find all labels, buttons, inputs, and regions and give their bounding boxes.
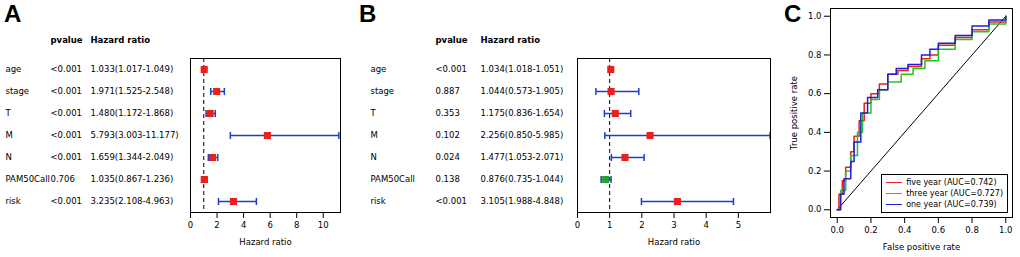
svg-text:1.659(1.344-2.049): 1.659(1.344-2.049) xyxy=(91,152,174,162)
svg-text:8: 8 xyxy=(294,220,299,230)
svg-text:1.035(0.867-1.236): 1.035(0.867-1.236) xyxy=(91,174,174,184)
svg-text:risk: risk xyxy=(6,196,21,206)
svg-text:M: M xyxy=(371,130,378,140)
svg-text:N: N xyxy=(6,152,12,162)
html-text:five year (AUC=0.742): five year (AUC=0.742) xyxy=(906,178,997,187)
svg-text:0.0: 0.0 xyxy=(808,204,822,214)
svg-text:5.793(3.003-11.177): 5.793(3.003-11.177) xyxy=(91,130,179,140)
svg-text:1.0: 1.0 xyxy=(999,225,1013,235)
svg-text:0.024: 0.024 xyxy=(436,152,460,162)
html-text:C: C xyxy=(784,0,802,27)
svg-text:PAM50Call: PAM50Call xyxy=(6,174,50,184)
svg-text:T: T xyxy=(370,108,377,118)
svg-text:0.887: 0.887 xyxy=(436,86,460,96)
svg-text:stage: stage xyxy=(6,86,30,96)
svg-text:0.4: 0.4 xyxy=(808,127,822,137)
svg-text:1.175(0.836-1.654): 1.175(0.836-1.654) xyxy=(481,108,564,118)
svg-text:False positive rate: False positive rate xyxy=(883,242,960,252)
svg-text:N: N xyxy=(371,152,377,162)
svg-text:Hazard ratio: Hazard ratio xyxy=(91,35,151,45)
svg-text:<0.001: <0.001 xyxy=(51,108,82,118)
svg-text:Hazard ratio: Hazard ratio xyxy=(648,237,700,247)
svg-text:stage: stage xyxy=(371,86,395,96)
svg-text:<0.001: <0.001 xyxy=(436,196,467,206)
svg-text:0.8: 0.8 xyxy=(965,225,979,235)
svg-text:3.235(2.108-4.963): 3.235(2.108-4.963) xyxy=(91,196,174,206)
svg-text:1.971(1.525-2.548): 1.971(1.525-2.548) xyxy=(91,86,174,96)
svg-text:Hazard ratio: Hazard ratio xyxy=(481,35,541,45)
svg-text:M: M xyxy=(6,130,13,140)
svg-text:age: age xyxy=(6,64,22,74)
svg-text:1: 1 xyxy=(607,220,612,230)
svg-text:0.706: 0.706 xyxy=(51,174,75,184)
html-text:A: A xyxy=(4,0,22,27)
svg-text:<0.001: <0.001 xyxy=(51,196,82,206)
svg-text:0.4: 0.4 xyxy=(898,225,912,235)
svg-text:2: 2 xyxy=(214,220,219,230)
svg-text:T: T xyxy=(5,108,12,118)
svg-text:2: 2 xyxy=(639,220,644,230)
svg-text:<0.001: <0.001 xyxy=(51,64,82,74)
svg-text:10: 10 xyxy=(318,220,329,230)
svg-text:1.480(1.172-1.868): 1.480(1.172-1.868) xyxy=(91,108,174,118)
svg-text:pvalue: pvalue xyxy=(51,35,83,45)
svg-text:0.2: 0.2 xyxy=(864,225,878,235)
svg-text:0.6: 0.6 xyxy=(808,88,822,98)
svg-text:0.6: 0.6 xyxy=(932,225,946,235)
svg-text:0.138: 0.138 xyxy=(436,174,460,184)
svg-text:0.102: 0.102 xyxy=(436,130,460,140)
svg-text:1.477(1.053-2.071): 1.477(1.053-2.071) xyxy=(481,152,564,162)
svg-text:1.034(1.018-1.051): 1.034(1.018-1.051) xyxy=(481,64,564,74)
svg-text:PAM50Call: PAM50Call xyxy=(371,174,415,184)
svg-text:<0.001: <0.001 xyxy=(51,152,82,162)
svg-text:1.0: 1.0 xyxy=(808,11,822,21)
svg-text:Hazard ratio: Hazard ratio xyxy=(239,237,291,247)
svg-text:2.256(0.850-5.985): 2.256(0.850-5.985) xyxy=(481,130,564,140)
svg-text:pvalue: pvalue xyxy=(436,35,468,45)
svg-text:0: 0 xyxy=(188,220,193,230)
svg-text:0.2: 0.2 xyxy=(808,166,822,176)
svg-text:6: 6 xyxy=(267,220,272,230)
svg-text:4: 4 xyxy=(241,220,246,230)
html-text:one year (AUC=0.739): one year (AUC=0.739) xyxy=(906,200,997,209)
svg-text:0.876(0.735-1.044): 0.876(0.735-1.044) xyxy=(481,174,564,184)
svg-text:3: 3 xyxy=(671,220,676,230)
svg-text:3.105(1.988-4.848): 3.105(1.988-4.848) xyxy=(481,196,564,206)
html-text:three year (AUC=0.727): three year (AUC=0.727) xyxy=(906,189,1003,198)
svg-text:0.353: 0.353 xyxy=(436,108,460,118)
svg-text:4: 4 xyxy=(703,220,708,230)
svg-text:age: age xyxy=(371,64,387,74)
svg-text:<0.001: <0.001 xyxy=(436,64,467,74)
svg-text:0: 0 xyxy=(575,220,580,230)
svg-text:1.033(1.017-1.049): 1.033(1.017-1.049) xyxy=(91,64,174,74)
svg-text:0.0: 0.0 xyxy=(830,225,844,235)
svg-text:0.8: 0.8 xyxy=(808,50,822,60)
svg-text:<0.001: <0.001 xyxy=(51,130,82,140)
svg-text:<0.001: <0.001 xyxy=(51,86,82,96)
html-text:B: B xyxy=(359,0,377,27)
svg-text:5: 5 xyxy=(736,220,741,230)
svg-text:True positive rate: True positive rate xyxy=(789,76,799,151)
svg-text:1.044(0.573-1.905): 1.044(0.573-1.905) xyxy=(481,86,564,96)
svg-text:risk: risk xyxy=(371,196,386,206)
